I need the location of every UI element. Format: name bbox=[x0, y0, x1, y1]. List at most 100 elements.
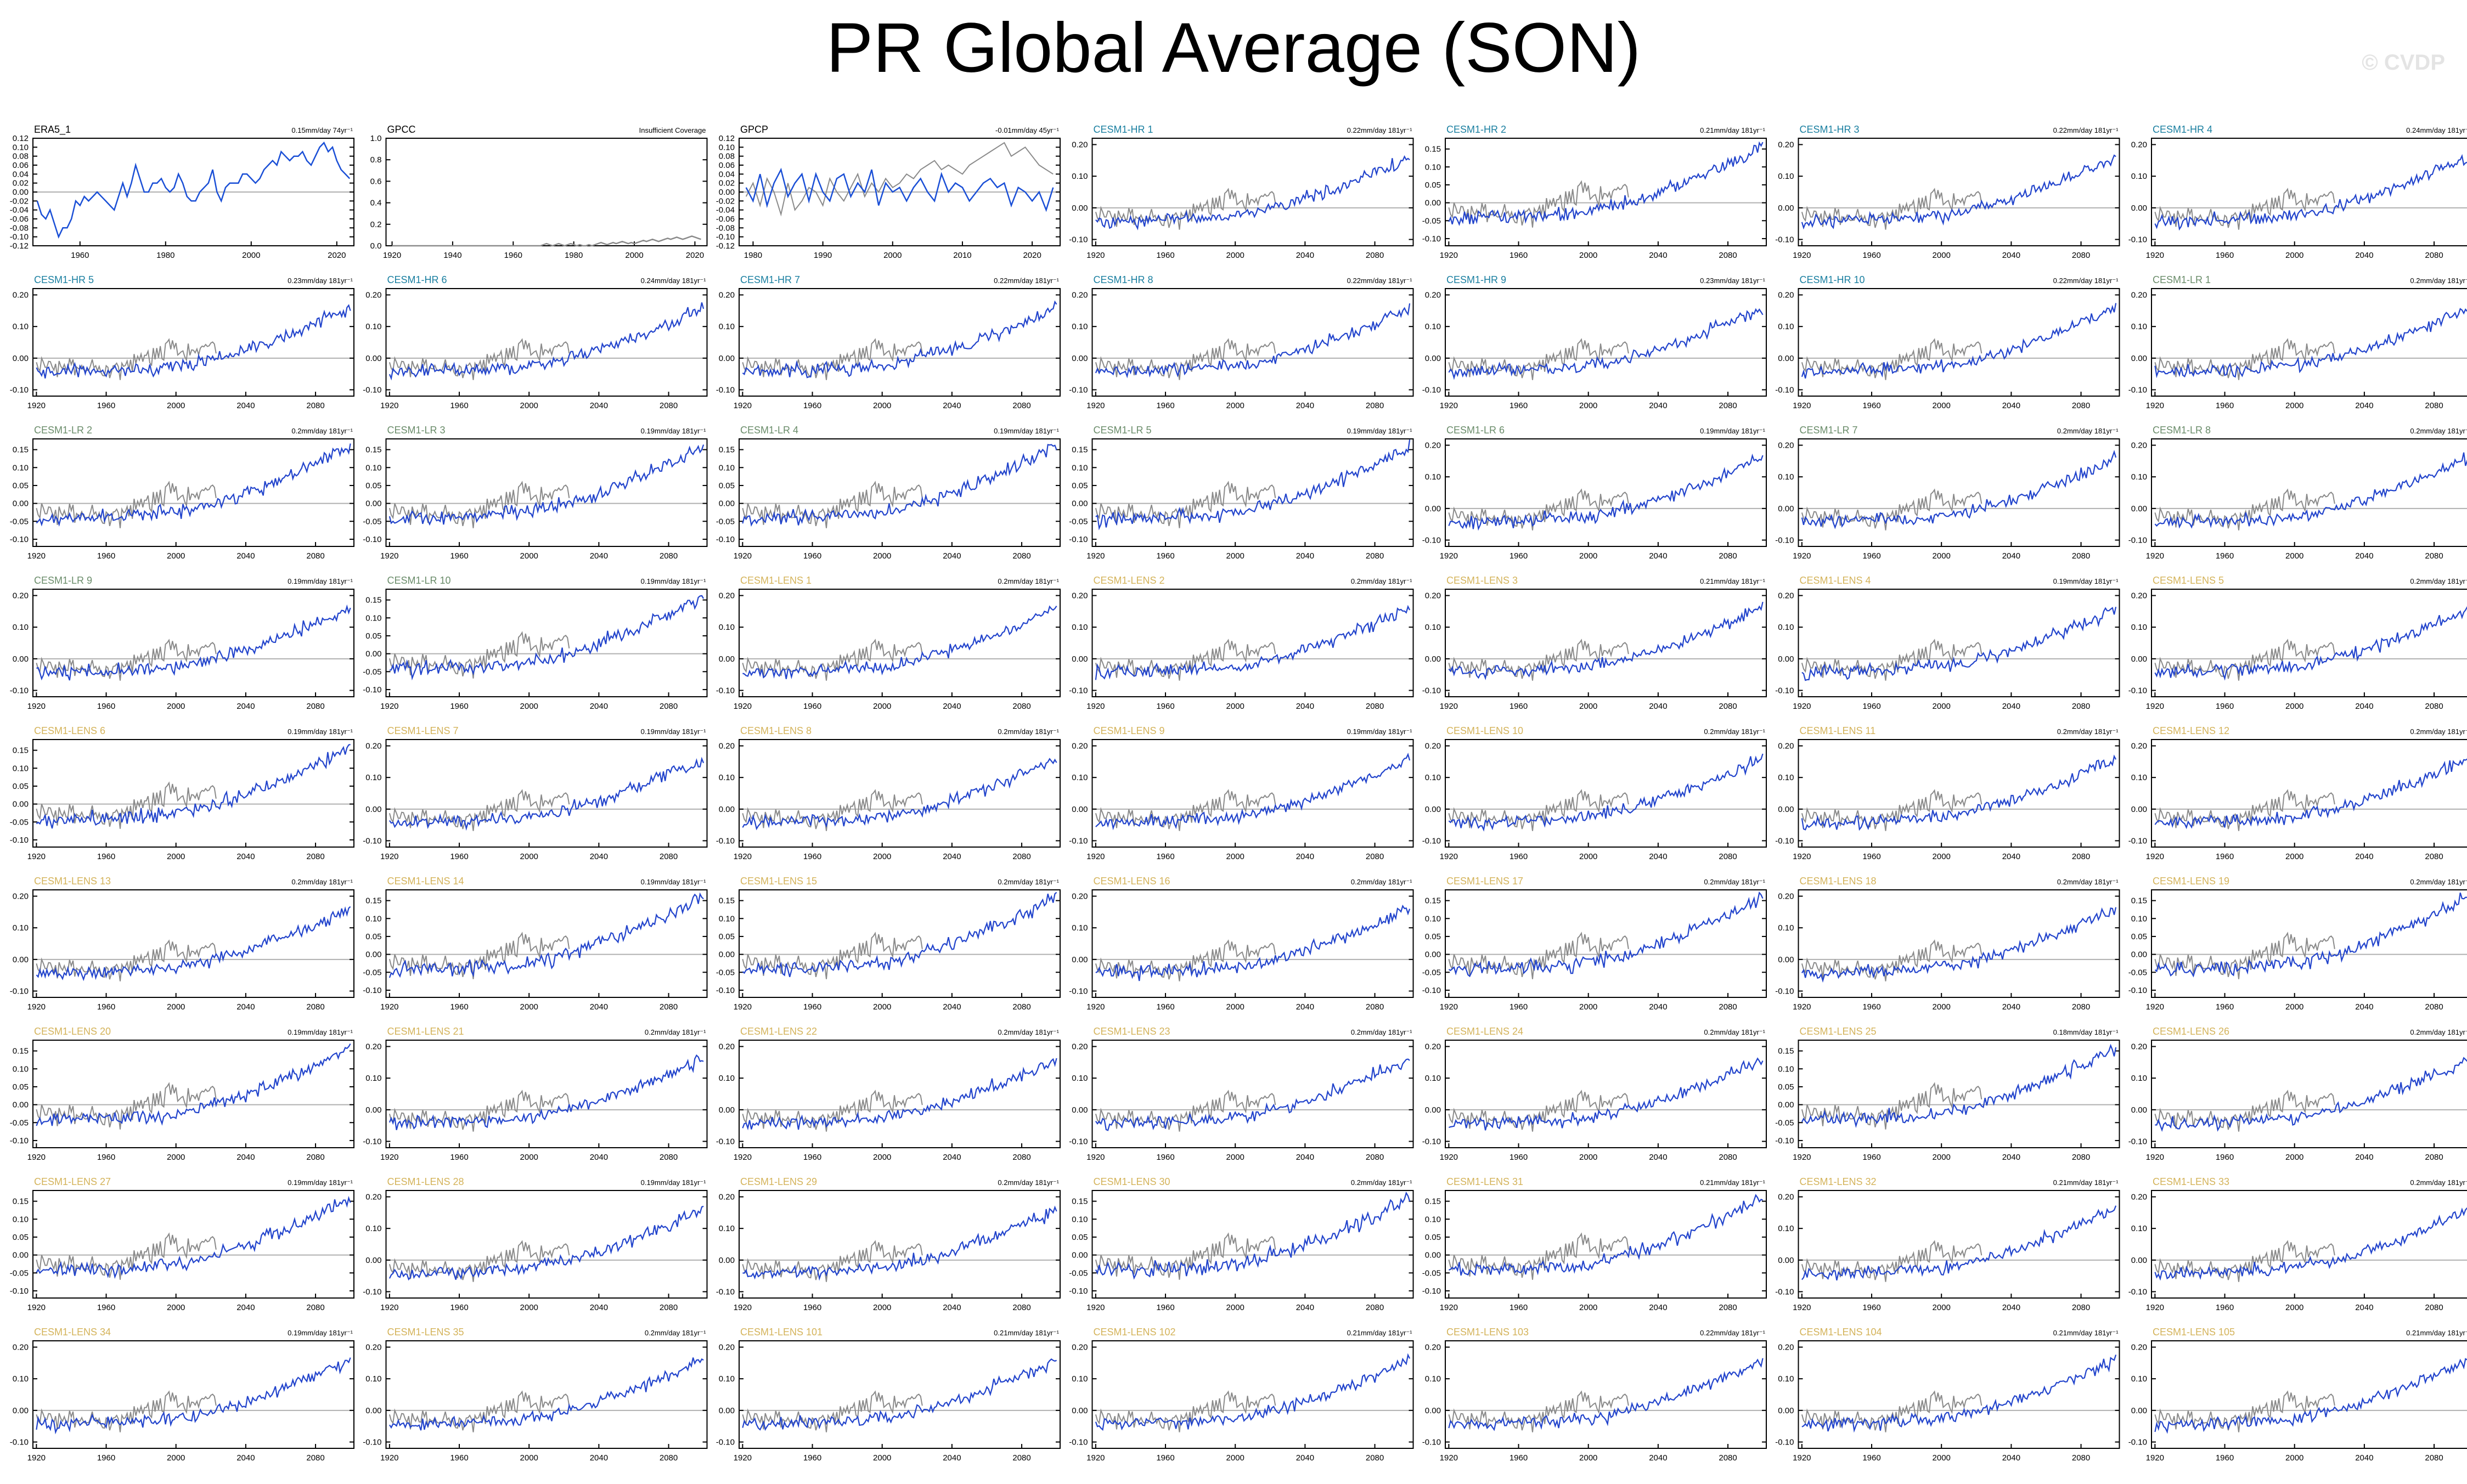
x-tick-label: 1920 bbox=[734, 1303, 752, 1312]
x-tick-label: 2000 bbox=[2285, 401, 2303, 410]
x-tick-label: 2000 bbox=[167, 1153, 185, 1162]
plot-frame bbox=[1445, 1340, 1767, 1449]
series-line-obs bbox=[36, 142, 351, 239]
y-tick-label: 0.20 bbox=[2131, 1343, 2147, 1352]
trend-label: 0.15mm/day 74yr⁻¹ bbox=[291, 126, 353, 134]
y-tick-label: 0.05 bbox=[13, 1082, 29, 1092]
y-tick-label: 0.20 bbox=[1778, 441, 1794, 450]
panel-cesm1-lens-25: CESM1-LENS 25 0.18mm/day 181yr⁻¹ 0.15 0.10 0… bbox=[1775, 1026, 2120, 1162]
trend-label: 0.2mm/day 181yr⁻¹ bbox=[1704, 878, 1765, 886]
y-tick-label: 0.20 bbox=[1425, 441, 1441, 450]
x-tick-label: 2080 bbox=[306, 1153, 324, 1162]
x-tick-label: 2000 bbox=[1226, 1453, 1244, 1463]
x-tick-label: 1920 bbox=[1793, 1002, 1811, 1012]
x-tick-label: 2040 bbox=[1649, 1153, 1667, 1162]
x-tick-label: 2040 bbox=[2002, 251, 2020, 260]
x-tick-label: 1960 bbox=[1862, 1153, 1880, 1162]
panel-title: CESM1-LENS 1 bbox=[740, 575, 812, 586]
x-tick-label: 1960 bbox=[1156, 702, 1174, 711]
x-tick-label: 1920 bbox=[27, 1153, 46, 1162]
y-tick-label: -0.10 bbox=[2128, 1287, 2147, 1296]
x-tick-label: 1960 bbox=[2216, 401, 2234, 410]
y-tick-label: 0.20 bbox=[2131, 742, 2147, 751]
y-tick-label: 0.10 bbox=[719, 1374, 735, 1384]
y-tick-label: 0.15 bbox=[365, 596, 381, 605]
x-tick-label: 2080 bbox=[2072, 251, 2090, 260]
y-tick-label: -0.10 bbox=[1775, 836, 1794, 845]
trend-label: 0.2mm/day 181yr⁻¹ bbox=[2057, 878, 2119, 886]
panel-cesm1-lens-14: CESM1-LENS 14 0.19mm/day 181yr⁻¹ 0.15 0.10 0… bbox=[363, 876, 708, 1012]
panel-cesm1-hr-6: CESM1-HR 6 0.24mm/day 181yr⁻¹ 0.20 0.10 0.00… bbox=[363, 274, 708, 410]
y-tick-label: 0.05 bbox=[2131, 932, 2147, 941]
panel-title: CESM1-LR 3 bbox=[387, 425, 446, 436]
y-tick-label: 0.20 bbox=[365, 291, 381, 300]
series-line-model bbox=[1095, 155, 1410, 230]
x-tick-label: 2040 bbox=[236, 1453, 255, 1463]
y-tick-label: 0.10 bbox=[1778, 623, 1794, 632]
x-tick-label: 2000 bbox=[1933, 1303, 1951, 1312]
y-tick-label: -0.10 bbox=[1069, 986, 1088, 996]
y-tick-label: -0.10 bbox=[1775, 1136, 1794, 1146]
panel-cesm1-lens-23: CESM1-LENS 23 0.2mm/day 181yr⁻¹ 0.20 0.10 0.… bbox=[1069, 1026, 1414, 1162]
x-tick-label: 2000 bbox=[2285, 251, 2303, 260]
x-tick-label: 1960 bbox=[1510, 1153, 1528, 1162]
x-tick-label: 1920 bbox=[380, 401, 398, 410]
plot-frame bbox=[1091, 1190, 1414, 1299]
trend-label: 0.19mm/day 181yr⁻¹ bbox=[641, 1178, 707, 1187]
panel-title: CESM1-LENS 8 bbox=[740, 725, 812, 736]
x-tick-label: 1920 bbox=[1086, 251, 1105, 260]
y-tick-label: 0.00 bbox=[1425, 654, 1441, 664]
plot-frame bbox=[739, 288, 1061, 397]
plot-frame bbox=[32, 1190, 354, 1299]
trend-label: 0.2mm/day 181yr⁻¹ bbox=[998, 878, 1059, 886]
panel-cesm1-lens-2: CESM1-LENS 2 0.2mm/day 181yr⁻¹ 0.20 0.10 0.0… bbox=[1069, 575, 1414, 711]
panel-title: CESM1-LENS 30 bbox=[1094, 1176, 1170, 1187]
series-line-model bbox=[742, 1358, 1057, 1431]
trend-label: 0.2mm/day 181yr⁻¹ bbox=[1704, 1028, 1765, 1036]
x-tick-label: 2000 bbox=[1579, 1153, 1597, 1162]
series-line-obs bbox=[2154, 1240, 2335, 1282]
x-tick-label: 1960 bbox=[803, 401, 821, 410]
y-tick-label: 0.04 bbox=[719, 170, 735, 179]
panel-title: CESM1-LENS 16 bbox=[1094, 876, 1170, 887]
plot-frame bbox=[32, 1040, 354, 1148]
x-tick-label: 2040 bbox=[943, 702, 961, 711]
series-line-obs bbox=[742, 481, 923, 528]
x-tick-label: 2080 bbox=[660, 852, 678, 861]
plot-frame bbox=[1091, 438, 1414, 547]
x-tick-label: 2080 bbox=[1366, 251, 1384, 260]
y-tick-label: 0.00 bbox=[365, 950, 381, 960]
y-tick-label: 0.10 bbox=[13, 623, 29, 632]
x-tick-label: 2040 bbox=[943, 401, 961, 410]
x-tick-label: 2040 bbox=[236, 702, 255, 711]
trend-label: 0.22mm/day 181yr⁻¹ bbox=[1347, 126, 1413, 134]
x-tick-label: 2000 bbox=[1579, 1453, 1597, 1463]
y-tick-label: -0.05 bbox=[1069, 517, 1088, 526]
x-tick-label: 2000 bbox=[873, 702, 891, 711]
series-line-obs bbox=[1801, 789, 1982, 831]
x-tick-label: 1920 bbox=[2146, 1453, 2164, 1463]
trend-label: 0.21mm/day 181yr⁻¹ bbox=[2053, 1178, 2119, 1187]
trend-label: 0.19mm/day 181yr⁻¹ bbox=[641, 878, 707, 886]
panel-title: CESM1-LR 1 bbox=[2153, 274, 2211, 285]
x-tick-label: 2040 bbox=[2355, 1153, 2373, 1162]
plot-frame bbox=[385, 889, 708, 998]
panel-title: CESM1-HR 7 bbox=[740, 274, 800, 285]
y-tick-label: 0.00 bbox=[1072, 204, 1088, 213]
series-line-model bbox=[1449, 1057, 1764, 1131]
series-line-model bbox=[2154, 606, 2467, 681]
x-tick-label: 2040 bbox=[590, 401, 608, 410]
y-tick-label: 0.00 bbox=[719, 950, 735, 960]
y-tick-label: 0.10 bbox=[13, 463, 29, 472]
x-tick-label: 2040 bbox=[2002, 401, 2020, 410]
panel-title: CESM1-LENS 104 bbox=[1800, 1327, 1882, 1338]
x-tick-label: 2080 bbox=[660, 1303, 678, 1312]
y-tick-label: -0.10 bbox=[363, 385, 381, 394]
series-line-obs bbox=[36, 939, 217, 981]
y-tick-label: 0.02 bbox=[719, 179, 735, 188]
x-tick-label: 1960 bbox=[803, 1153, 821, 1162]
y-tick-label: 0.20 bbox=[1072, 892, 1088, 901]
plot-frame bbox=[385, 138, 708, 246]
plot-frame bbox=[1798, 589, 2120, 697]
x-tick-label: 2040 bbox=[2002, 1453, 2020, 1463]
